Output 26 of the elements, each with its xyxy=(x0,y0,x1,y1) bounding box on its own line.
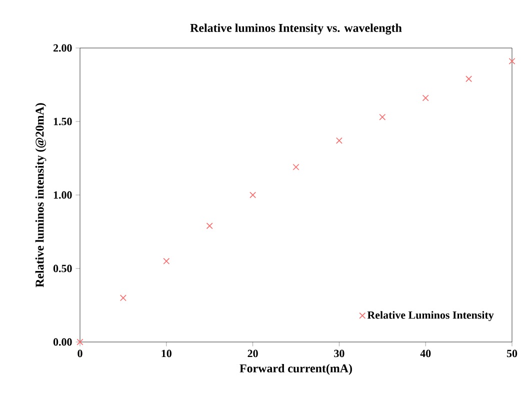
legend-label: Relative Luminos Intensity xyxy=(367,311,494,322)
point xyxy=(466,76,472,82)
y-tick-label: 0.50 xyxy=(53,264,72,272)
point xyxy=(422,94,429,102)
y-tick-label: 2.00 xyxy=(54,44,72,52)
x-tick-label: 40 xyxy=(420,350,431,358)
x-tick-label: 30 xyxy=(334,350,344,358)
x-tick-label: 20 xyxy=(248,350,258,358)
point xyxy=(379,114,386,120)
y-tick-label: 1.50 xyxy=(54,118,72,126)
y-tick-label: 1.00 xyxy=(54,191,72,199)
y-axis-title: Relative luminos intensity (@20mA) xyxy=(35,103,46,288)
chart-title: Relative luminos Intensity vs. wavelength xyxy=(190,24,402,34)
point xyxy=(76,338,84,346)
point xyxy=(206,222,213,230)
point xyxy=(250,192,256,198)
point xyxy=(336,137,342,144)
y-tick-label: 0.00 xyxy=(53,338,72,346)
point xyxy=(508,58,516,64)
x-tick-label: 50 xyxy=(506,350,518,358)
point xyxy=(292,164,300,170)
point xyxy=(120,294,126,302)
x-tick-label: 0 xyxy=(78,350,82,358)
x-axis-title: Forward current(mA) xyxy=(240,364,352,375)
x-tick-label: 10 xyxy=(162,350,172,358)
point xyxy=(163,258,170,264)
